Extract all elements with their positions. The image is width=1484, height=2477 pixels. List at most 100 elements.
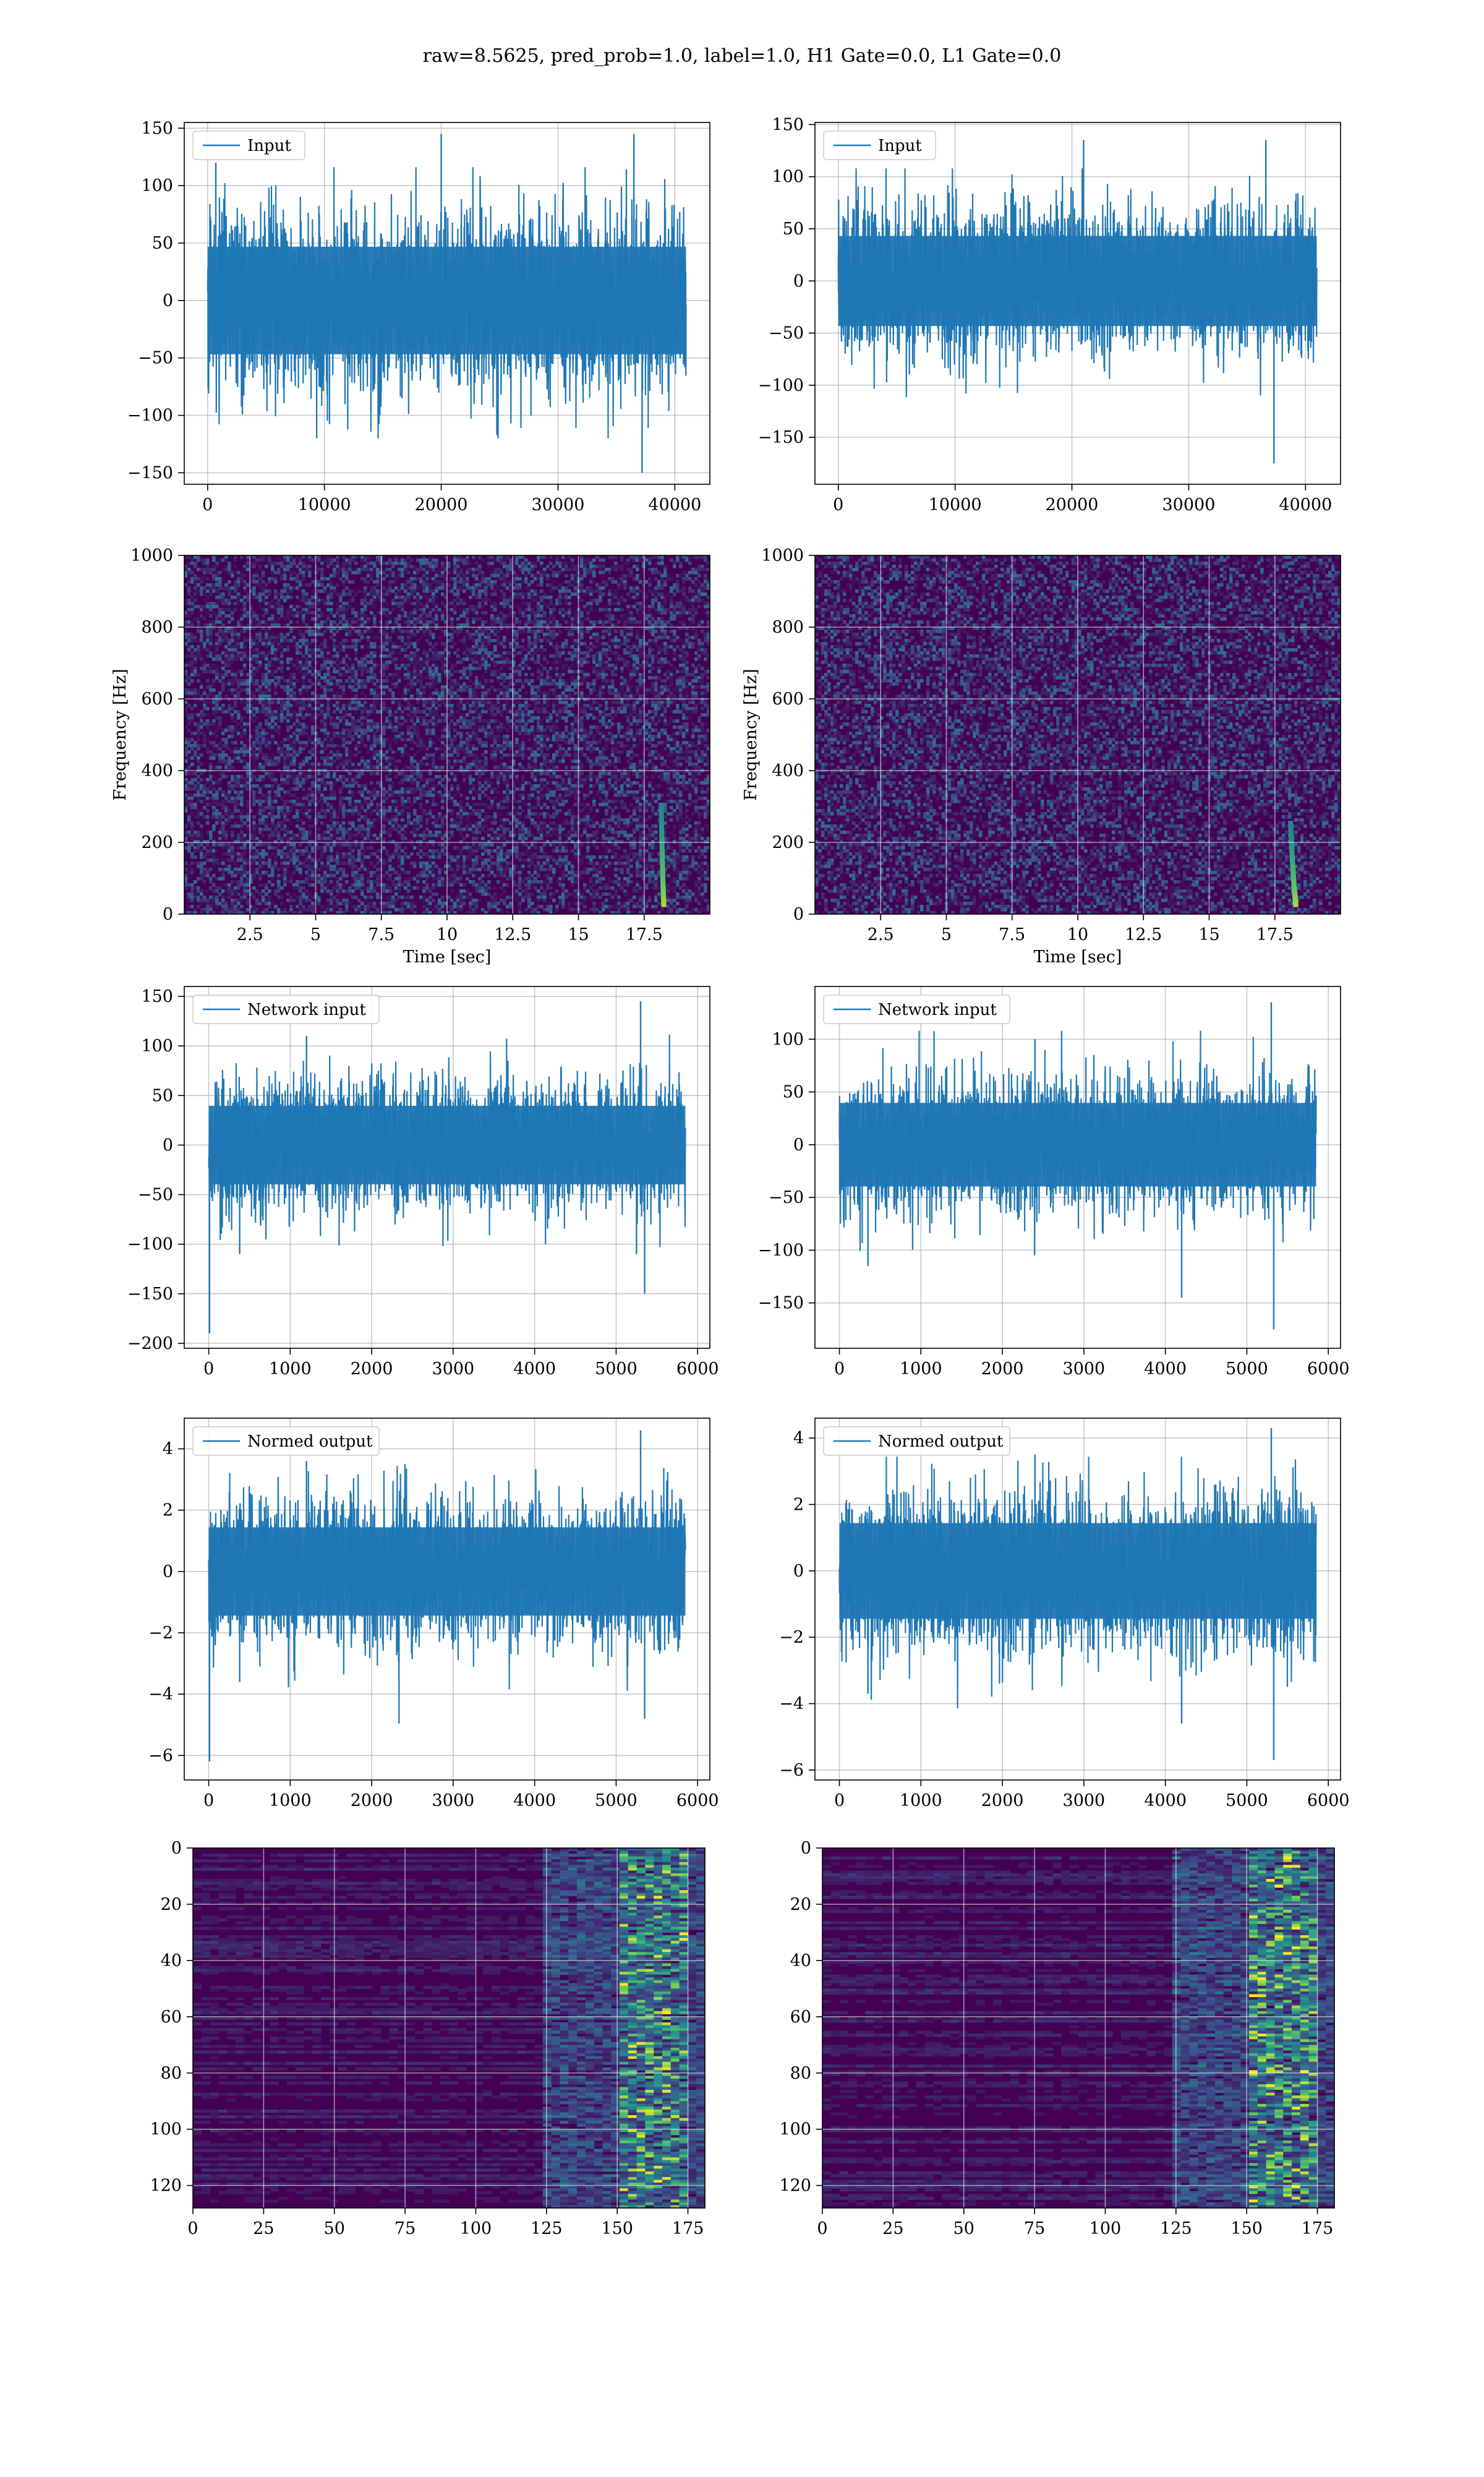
features-right-ytick-label-4: 80: [790, 2064, 811, 2083]
features-left-ytick-label-2: 40: [161, 1951, 182, 1970]
normed-right-xtick-label-4: 4000: [1144, 1791, 1187, 1810]
input-right-ytick-label-5: 100: [772, 168, 804, 187]
input-right-ytick-label-3: 0: [793, 272, 804, 291]
features-right-ytick-label-6: 120: [779, 2176, 811, 2196]
normed-left-series-core: [209, 1527, 686, 1615]
network-right-series-core: [840, 1103, 1316, 1186]
spectrogram-left-xtick-label-0: 2.5: [237, 925, 263, 944]
spectrogram-right-ytick-label-2: 400: [772, 761, 804, 781]
network-left-xtick-label-6: 6000: [676, 1359, 719, 1379]
input-right-xtick-label-1: 10000: [929, 495, 982, 515]
spectrogram-right-chirp-27: [1288, 821, 1293, 828]
normed-left-ytick-label-3: 0: [163, 1562, 173, 1581]
network-left-xtick-label-4: 4000: [513, 1359, 556, 1379]
input-right-ytick-label-4: 50: [783, 220, 804, 239]
spectrogram-left-ylabel: Frequency [Hz]: [111, 669, 130, 800]
spectrogram-left-xtick-label-6: 17.5: [626, 925, 663, 944]
input-left-series-core: [208, 247, 686, 354]
normed-right-xtick-label-6: 6000: [1307, 1791, 1350, 1810]
normed-right-ytick-label-2: −2: [779, 1628, 804, 1647]
input-right-xtick-label-4: 40000: [1279, 495, 1332, 515]
spectrogram-right-xtick-label-0: 2.5: [868, 925, 894, 944]
spectrogram-right-ytick-label-0: 0: [793, 905, 804, 924]
spectrogram-left-ytick-label-4: 800: [141, 618, 173, 637]
features-right-xtick-label-0: 0: [817, 2219, 827, 2238]
features-right-ytick-label-3: 60: [790, 2008, 811, 2027]
network-right-ytick-label-0: −150: [758, 1294, 804, 1313]
spectrogram-right-ytick-label-3: 600: [772, 690, 804, 709]
network-left-ytick-label-3: −50: [138, 1186, 173, 1205]
features-left-xtick-label-6: 150: [601, 2219, 633, 2238]
features-left-xtick-label-5: 125: [531, 2219, 563, 2238]
features-left-xtick-label-2: 50: [324, 2219, 345, 2238]
features-right-xtick-label-7: 175: [1302, 2219, 1334, 2238]
spectrogram-right-ytick-label-1: 200: [772, 833, 804, 852]
network-right-ytick-label-4: 50: [783, 1083, 804, 1102]
normed-right-ytick-label-4: 2: [793, 1495, 804, 1515]
normed-right-xtick-label-3: 3000: [1063, 1791, 1106, 1810]
network-right-xtick-label-2: 2000: [981, 1359, 1024, 1379]
network-left-xtick-label-2: 2000: [351, 1359, 393, 1379]
spectrogram-left-xtick-label-1: 5: [310, 925, 321, 944]
input-right-ytick-label-2: −50: [769, 324, 804, 343]
network-left-xtick-label-5: 5000: [595, 1359, 638, 1379]
figure-title: raw=8.5625, pred_prob=1.0, label=1.0, H1…: [423, 45, 1062, 67]
features-right-ytick-label-5: 100: [779, 2120, 811, 2139]
normed-left-xtick-label-1: 1000: [269, 1791, 312, 1810]
features-right-xtick-label-3: 75: [1024, 2219, 1045, 2238]
normed-left-ytick-label-2: −2: [148, 1624, 173, 1643]
spectrogram-right-xtick-label-2: 7.5: [999, 925, 1025, 944]
input-left-ytick-label-4: 50: [152, 234, 173, 253]
normed-left-xtick-label-5: 5000: [595, 1791, 638, 1810]
network-left-ytick-label-1: −150: [127, 1285, 173, 1304]
features-right-xtick-label-5: 125: [1160, 2219, 1192, 2238]
input-left-xtick-label-0: 0: [202, 495, 213, 515]
input-right-legend-label: Input: [878, 137, 922, 155]
spectrogram-right-xtick-label-5: 15: [1198, 925, 1219, 944]
normed-left-xtick-label-0: 0: [203, 1791, 214, 1810]
features-left-xtick-label-7: 175: [672, 2219, 704, 2238]
spectrogram-right-ylabel: Frequency [Hz]: [741, 669, 761, 800]
normed-right-ytick-label-0: −6: [779, 1761, 804, 1780]
spectrogram-left-xtick-label-3: 10: [437, 925, 458, 944]
normed-left-xtick-label-4: 4000: [513, 1791, 556, 1810]
network-left-legend-label: Network input: [247, 1001, 366, 1019]
network-right-xtick-label-1: 1000: [900, 1359, 942, 1379]
features-right-xtick-label-2: 50: [953, 2219, 974, 2238]
network-left-ytick-label-2: −100: [127, 1235, 173, 1254]
normed-left-ytick-label-1: −4: [148, 1685, 173, 1704]
spectrogram-right-xtick-label-3: 10: [1067, 925, 1088, 944]
network-right-xtick-label-3: 3000: [1063, 1359, 1106, 1379]
input-right-series-core: [838, 236, 1317, 326]
normed-left-xtick-label-3: 3000: [432, 1791, 475, 1810]
normed-left-ytick-label-4: 2: [163, 1501, 173, 1520]
network-left-series-core: [209, 1106, 686, 1184]
normed-left-legend-label: Normed output: [247, 1432, 373, 1451]
normed-right-series-core: [840, 1523, 1316, 1619]
features-left-ytick-label-0: 0: [171, 1839, 182, 1858]
features-right-ytick-label-2: 40: [790, 1951, 811, 1970]
features-left-ytick-label-3: 60: [161, 2008, 182, 2027]
network-left-ytick-label-6: 100: [141, 1037, 173, 1056]
normed-right-xtick-label-5: 5000: [1226, 1791, 1268, 1810]
network-right-xtick-label-6: 6000: [1307, 1359, 1350, 1379]
spectrogram-left-ytick-label-0: 0: [163, 905, 173, 924]
network-right-ytick-label-5: 100: [772, 1030, 804, 1049]
network-left-ytick-label-0: −200: [127, 1334, 173, 1353]
features-left-ytick-label-6: 120: [150, 2176, 182, 2196]
features-right-ytick-label-1: 20: [790, 1895, 811, 1914]
network-left-ytick-label-7: 150: [141, 987, 173, 1006]
network-left-xtick-label-3: 3000: [432, 1359, 475, 1379]
input-left-xtick-label-2: 20000: [415, 495, 468, 515]
input-right-ytick-label-0: −150: [758, 428, 804, 447]
network-left-ytick-label-5: 50: [152, 1086, 173, 1105]
features-right-xtick-label-6: 150: [1230, 2219, 1263, 2238]
input-left-ytick-label-5: 100: [141, 176, 173, 195]
input-left-ytick-label-6: 150: [141, 119, 173, 138]
input-left-ytick-label-2: −50: [138, 349, 173, 368]
spectrogram-left-ytick-label-2: 400: [141, 761, 173, 781]
